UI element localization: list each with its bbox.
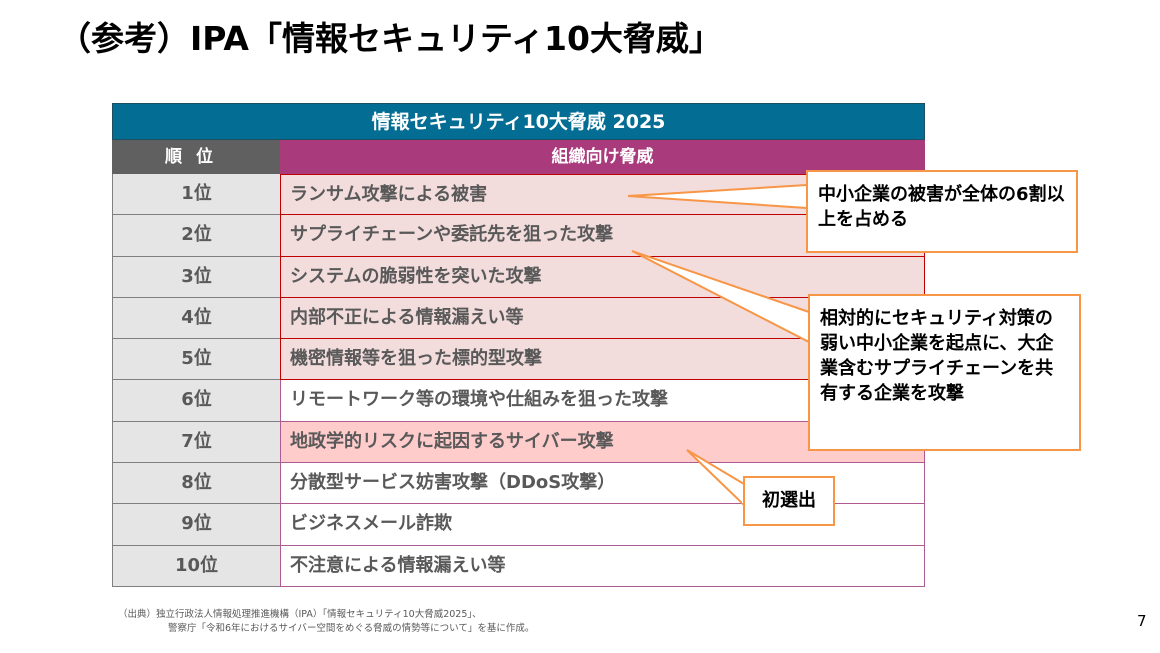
rank-cell: 2位 xyxy=(112,215,280,257)
callout-supply-chain: 相対的にセキュリティ対策の弱い中小企業を起点に、大企業含むサプライチェーンを共有… xyxy=(808,294,1081,451)
threat-cell: 不注意による情報漏えい等 xyxy=(280,545,925,587)
source-note: （出典）独立行政法人情報処理推進機構（IPA）「情報セキュリティ10大脅威202… xyxy=(118,608,534,636)
rank-cell: 7位 xyxy=(112,421,280,464)
table-title: 情報セキュリティ10大脅威 2025 xyxy=(112,103,925,140)
table-row: 6位 リモートワーク等の環境や仕組みを狙った攻撃 xyxy=(112,380,925,422)
table-row: 9位 ビジネスメール詐欺 xyxy=(112,504,925,546)
table-row: 5位 機密情報等を狙った標的型攻撃 xyxy=(112,339,925,381)
threat-column-header: 組織向け脅威 xyxy=(280,140,925,174)
slide-title: （参考）IPA「情報セキュリティ10大脅威」 xyxy=(58,19,722,58)
table-row: 7位 地政学的リスクに起因するサイバー攻撃 xyxy=(112,421,925,464)
table-column-header: 順位 組織向け脅威 xyxy=(112,140,925,174)
table-row: 3位 システムの脆弱性を突いた攻撃 xyxy=(112,256,925,298)
rank-column-header: 順位 xyxy=(112,140,280,174)
source-line-1: （出典）独立行政法人情報処理推進機構（IPA）「情報セキュリティ10大脅威202… xyxy=(118,609,482,620)
rank-cell: 5位 xyxy=(112,339,280,381)
rank-cell: 9位 xyxy=(112,504,280,546)
table-row: 10位 不注意による情報漏えい等 xyxy=(112,545,925,587)
source-line-2: 警察庁「令和6年におけるサイバー空間をめぐる脅威の情勢等について」を基に作成。 xyxy=(168,623,535,634)
table-row: 2位 サプライチェーンや委託先を狙った攻撃 xyxy=(112,215,925,257)
rank-cell: 10位 xyxy=(112,545,280,587)
rank-cell: 8位 xyxy=(112,463,280,505)
rank-cell: 3位 xyxy=(112,256,280,298)
rank-cell: 4位 xyxy=(112,297,280,340)
page-number: 7 xyxy=(1137,612,1147,630)
rank-cell: 6位 xyxy=(112,380,280,422)
callout-ransom-sme: 中小企業の被害が全体の6割以上を占める xyxy=(806,170,1078,253)
callout-new-entry: 初選出 xyxy=(743,476,835,526)
rank-cell: 1位 xyxy=(112,174,280,216)
table-row: 1位 ランサム攻撃による被害 xyxy=(112,174,925,216)
threat-cell: システムの脆弱性を突いた攻撃 xyxy=(280,256,925,298)
table-row: 4位 内部不正による情報漏えい等 xyxy=(112,297,925,340)
